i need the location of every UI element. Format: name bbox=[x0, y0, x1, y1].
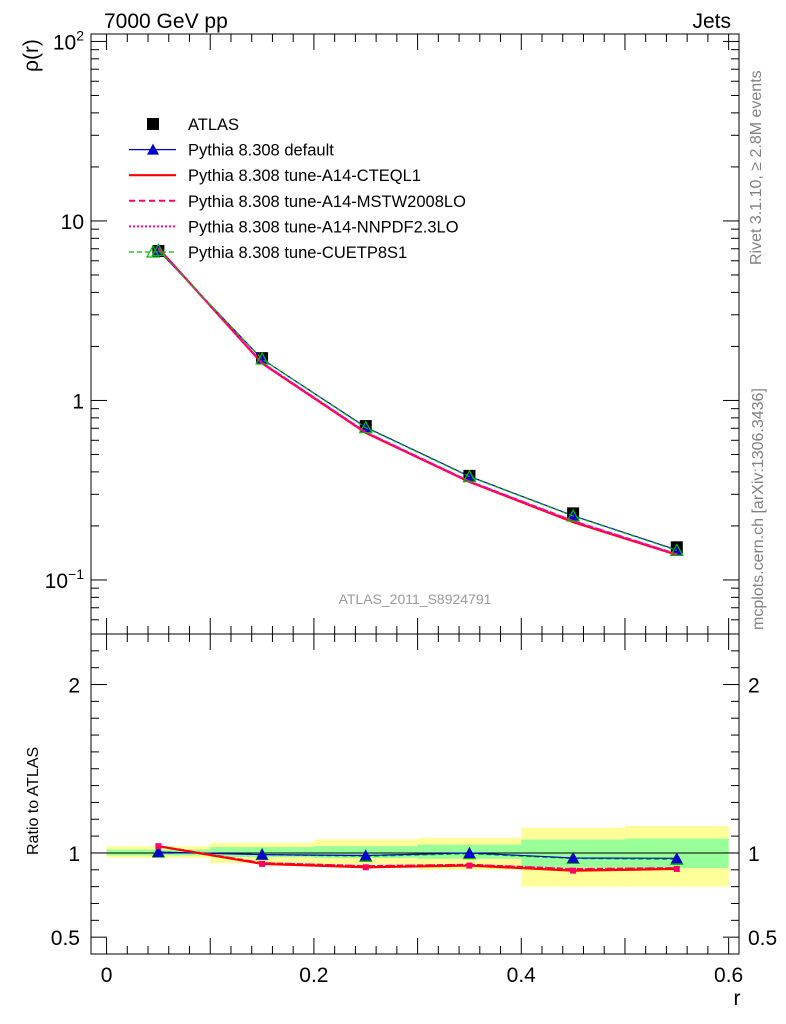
default-ratio-marker bbox=[256, 848, 269, 860]
default-triangle-marker bbox=[463, 470, 476, 482]
ratio-axis-ticks: 0 0.2 0.4 0.60.5 0.51 12 2 bbox=[51, 634, 777, 987]
tune-ratio-marker bbox=[362, 864, 369, 871]
default-ratio-marker bbox=[463, 846, 476, 858]
cuetp-series-line bbox=[157, 250, 677, 552]
default-triangle-marker bbox=[670, 543, 683, 555]
x-axis-label: r bbox=[734, 987, 741, 1010]
ratio-y-tick-label-left: 0.5 bbox=[51, 927, 80, 950]
default-ratio-marker bbox=[567, 852, 580, 863]
x-tick-label: 0.4 bbox=[507, 964, 537, 987]
ratio-plot-panel: 0 0.2 0.4 0.60.5 0.51 12 2 bbox=[51, 633, 777, 987]
tune-ratio-marker bbox=[673, 865, 680, 872]
legend-label-atlas: ATLAS bbox=[188, 116, 239, 134]
legend: ATLAS Pythia 8.308 default Pythia 8.308 tu… bbox=[129, 116, 466, 262]
x-tick-label: 0.6 bbox=[714, 964, 743, 987]
cteql1-ratio-line bbox=[158, 845, 677, 872]
main-y-tick-label: 102 bbox=[53, 27, 84, 54]
cuetp-open-triangle-marker bbox=[358, 420, 373, 434]
default-ratio-marker bbox=[670, 852, 683, 864]
main-y-tick-label: 10 bbox=[61, 211, 84, 234]
main-y-tick-label: 1 bbox=[72, 390, 84, 413]
nnpdf-series-line bbox=[157, 247, 678, 556]
mstw-series-line bbox=[157, 247, 678, 556]
main-y-tick-label: 10−1 bbox=[45, 566, 85, 593]
energy-label: 7000 GeV pp bbox=[104, 10, 228, 33]
ratio-y-tick-label-left: 1 bbox=[68, 843, 80, 866]
rivet-info: Rivet 3.1.10, ≥ 2.8M events bbox=[748, 70, 765, 265]
mcplots-info: mcplots.cern.ch [arXiv:1306.3436] bbox=[750, 388, 767, 630]
main-axis-ticks: 10−1 1 10 102 bbox=[45, 27, 739, 635]
legend-label-cuetp: Pythia 8.308 tune-CUETP8S1 bbox=[188, 244, 407, 262]
cuetp-open-triangle-marker bbox=[255, 351, 270, 365]
legend-default-marker bbox=[147, 143, 159, 155]
tune-ratio-marker bbox=[466, 862, 473, 869]
legend-label-mstw: Pythia 8.308 tune-A14-MSTW2008LO bbox=[188, 193, 466, 211]
ratio-y-tick-label-right: 1 bbox=[748, 843, 760, 866]
main-y-axis-label: ρ(r) bbox=[20, 39, 43, 72]
default-ratio-marker bbox=[152, 846, 165, 858]
ratio-y-axis-label: Ratio to ATLAS bbox=[25, 747, 42, 855]
main-series-group bbox=[151, 243, 684, 557]
cuetp-open-triangle-marker bbox=[462, 469, 477, 483]
cteql1-series-line bbox=[157, 247, 678, 556]
ratio-y-tick-label-right: 2 bbox=[748, 675, 760, 698]
default-ratio-line bbox=[158, 851, 677, 859]
x-tick-label: 0 bbox=[101, 964, 113, 987]
legend-atlas-marker bbox=[147, 118, 159, 130]
uncertainty-bands bbox=[91, 826, 739, 887]
ratio-plot-frame bbox=[90, 633, 740, 955]
legend-label-default: Pythia 8.308 default bbox=[188, 142, 334, 160]
analysis-id-label: ATLAS_2011_S8924791 bbox=[339, 591, 492, 607]
cuetp-open-triangle-marker bbox=[669, 543, 684, 557]
cuetp-open-triangle-marker bbox=[566, 508, 581, 522]
legend-label-cteql1: Pythia 8.308 tune-A14-CTEQL1 bbox=[188, 167, 421, 185]
legend-label-nnpdf: Pythia 8.308 tune-A14-NNPDF2.3LO bbox=[188, 218, 459, 236]
ratio-y-tick-label-right: 0.5 bbox=[748, 927, 777, 950]
ratio-series-group bbox=[151, 843, 684, 874]
ratio-y-tick-label-left: 2 bbox=[68, 675, 80, 698]
default-triangle-marker bbox=[567, 509, 580, 521]
tune-ratio-marker bbox=[570, 867, 577, 874]
legend-cuetp-marker bbox=[145, 244, 161, 258]
default-series-line bbox=[157, 250, 677, 551]
default-ratio-marker bbox=[359, 849, 372, 861]
x-tick-label: 0.2 bbox=[299, 964, 328, 987]
tune-ratio-marker bbox=[259, 860, 266, 867]
process-label: Jets bbox=[692, 10, 731, 33]
tune-ratio-marker bbox=[155, 843, 162, 850]
main-plot-panel: 10−1 1 10 102 bbox=[45, 27, 740, 635]
